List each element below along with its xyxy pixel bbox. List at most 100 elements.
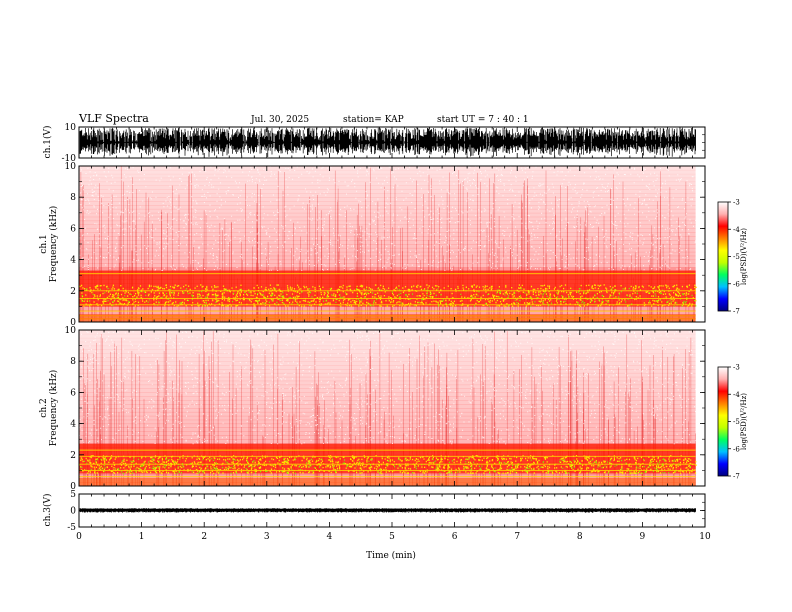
low-frequency-region xyxy=(79,478,696,486)
ch2-colorbar: -3 -4 -5 -6 -7 log(PSD)(V²/Hz) xyxy=(717,364,748,481)
ch1-colorbar: -3 -4 -5 -6 -7 log(PSD)(V²/Hz) xyxy=(717,199,748,316)
colorbar-tick-label: -4 xyxy=(733,226,740,234)
y-tick-label: 5 xyxy=(70,490,76,500)
spectrogram-band xyxy=(79,408,696,413)
spectrogram-band xyxy=(79,349,696,354)
waveform-trace xyxy=(79,508,696,513)
colorbar-tick-label: -6 xyxy=(733,445,740,453)
spectrogram-band xyxy=(79,400,696,405)
spectrogram-band xyxy=(79,212,696,218)
ch2-spectrogram-ylabel-top: ch.2 xyxy=(39,398,49,417)
spectrogram-band xyxy=(79,365,696,370)
spectrogram-band xyxy=(79,423,696,428)
x-tick-label: 7 xyxy=(514,532,520,542)
ch1-waveform-ylabel: ch.1(V) xyxy=(42,126,53,159)
y-tick-label: 8 xyxy=(70,193,76,203)
y-tick-label: 10 xyxy=(65,123,77,133)
spectrogram-band xyxy=(79,388,696,393)
spectrogram-band xyxy=(79,306,696,311)
y-tick-label: 0 xyxy=(70,318,76,328)
chart-title: VLF Spectra xyxy=(78,112,149,125)
ch1-waveform-panel: 10 -10 xyxy=(62,123,706,164)
x-tick-label: 10 xyxy=(699,532,711,542)
ch2-spectrogram-panel: 0 2 4 6 8 10 xyxy=(65,326,706,492)
colorbar-tick-label: -5 xyxy=(733,253,740,261)
spectrogram-band xyxy=(79,384,696,389)
low-frequency-region xyxy=(79,314,696,322)
spectrogram-band xyxy=(79,267,696,272)
station-label: station= KAP xyxy=(343,115,404,125)
ch1-spectrogram-panel: 0 2 4 6 8 10 xyxy=(65,162,706,328)
spectrogram-band xyxy=(79,193,696,198)
y-tick-label: 0 xyxy=(70,507,76,517)
x-tick-label: 1 xyxy=(139,532,145,542)
spectrogram-band xyxy=(79,310,696,315)
spectrogram-band xyxy=(79,220,696,225)
spectrogram-band xyxy=(79,197,696,202)
y-tick-label: -5 xyxy=(67,523,76,533)
y-tick-label: 10 xyxy=(65,326,77,336)
spectrogram-band xyxy=(79,205,696,210)
spectrogram-band xyxy=(79,396,696,401)
spectrogram-band xyxy=(79,189,696,194)
colorbar-scale xyxy=(717,201,729,312)
x-tick-label: 5 xyxy=(389,532,395,542)
colorbar-tick-label: -7 xyxy=(733,308,740,316)
spectrogram-band xyxy=(79,224,696,229)
colorbar-label: log(PSD)(V²/Hz) xyxy=(740,393,748,450)
spectrogram-band xyxy=(79,376,696,382)
spectrogram-band xyxy=(79,244,696,249)
spectrogram-band xyxy=(79,216,696,222)
y-tick-label: 4 xyxy=(70,420,76,430)
spectrogram-band xyxy=(79,263,696,268)
colorbar-scale xyxy=(717,366,729,477)
spectrogram-band xyxy=(79,427,696,432)
ch2-spectrogram-ylabel: Frequency (kHz) xyxy=(48,370,59,447)
spectrogram-band xyxy=(79,177,696,183)
colorbar-tick-label: -3 xyxy=(733,364,740,372)
spectrogram-band xyxy=(79,380,696,386)
spectrogram-band xyxy=(79,232,696,237)
spectrogram-band xyxy=(79,255,696,261)
ch3-waveform-ylabel: ch.3(V) xyxy=(42,494,53,527)
spectrogram-band xyxy=(79,361,696,366)
colorbar-label: log(PSD)(V²/Hz) xyxy=(740,228,748,285)
x-tick-label: 4 xyxy=(327,532,333,542)
y-tick-label: 6 xyxy=(70,388,76,398)
spectrogram-band xyxy=(79,372,696,378)
colorbar-tick-label: -3 xyxy=(733,199,740,207)
start-time-label: start UT = 7 : 40 : 1 xyxy=(437,115,529,125)
spectrogram-band xyxy=(79,247,696,253)
spectrogram-band xyxy=(79,201,696,206)
ch1-spectrogram-ylabel-top: ch.1 xyxy=(39,234,49,253)
spectrogram-band xyxy=(79,392,696,397)
white-speckle xyxy=(79,329,697,445)
colorbar-tick-label: -7 xyxy=(733,473,740,481)
ch1-spectrogram-ylabel: Frequency (kHz) xyxy=(48,206,59,283)
y-tick-label: 10 xyxy=(65,162,77,172)
spectrogram-band xyxy=(79,333,696,339)
y-tick-label: 2 xyxy=(70,451,76,461)
x-tick-label: 6 xyxy=(452,532,458,542)
spectrogram-band xyxy=(79,181,696,186)
spectrogram-band xyxy=(79,439,696,444)
spectrogram-band xyxy=(79,236,696,241)
y-tick-label: 0 xyxy=(70,482,76,492)
spectrogram-band xyxy=(79,341,696,347)
y-tick-label: 4 xyxy=(70,256,76,266)
spectrogram-band xyxy=(79,208,696,214)
spectrogram-band xyxy=(79,185,696,190)
spectrogram-band xyxy=(79,369,696,374)
spectrogram-band xyxy=(79,330,696,335)
spectrogram-band xyxy=(79,419,696,425)
colorbar-tick-label: -4 xyxy=(733,391,740,399)
spectrogram-band xyxy=(79,357,696,362)
x-tick-label: 0 xyxy=(76,532,82,542)
colorbar-tick-label: -6 xyxy=(733,280,740,288)
x-axis-title: Time (min) xyxy=(366,550,416,561)
spectrogram-band xyxy=(79,259,696,264)
spectrogram-band xyxy=(79,240,696,245)
spectrogram-band xyxy=(79,173,696,179)
